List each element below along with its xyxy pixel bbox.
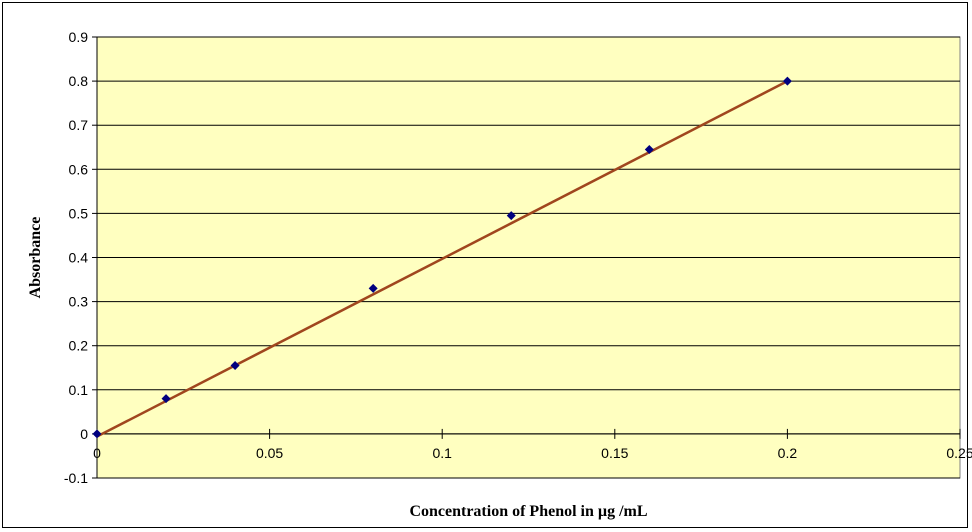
x-axis-label: Concentration of Phenol in µg /mL (409, 503, 647, 520)
data-point-3 (368, 283, 378, 293)
trendline (96, 79, 788, 438)
x-tick-label-2: 0.1 (432, 445, 452, 461)
y-tick-label-2: 0.1 (69, 382, 89, 398)
y-tick-label-7: 0.6 (69, 161, 89, 177)
data-point-6 (782, 76, 792, 86)
data-point-4 (506, 211, 516, 221)
y-axis-label: Absorbance (27, 217, 44, 299)
x-tick-label-4: 0.2 (778, 445, 798, 461)
y-tick-label-10: 0.9 (69, 29, 89, 45)
data-point-2 (230, 361, 240, 371)
trendline-group (96, 79, 788, 438)
y-tick-label-8: 0.7 (69, 117, 89, 133)
y-tick-label-5: 0.4 (69, 250, 89, 266)
data-point-1 (161, 394, 171, 404)
x-tick-label-5: 0.25 (946, 445, 972, 461)
x-tick-label-3: 0.15 (601, 445, 628, 461)
data-points (92, 76, 792, 439)
data-point-0 (92, 429, 102, 439)
tick-labels: -0.1 0 0.1 0.2 0.3 0.4 0.5 0.6 0.7 0.8 0.9 0 0.05 0.1… (64, 29, 972, 486)
x-tick-label-0: 0 (93, 445, 101, 461)
x-tick-label-1: 0.05 (256, 445, 283, 461)
y-tick-label-3: 0.2 (69, 338, 89, 354)
data-point-5 (644, 144, 654, 154)
y-tick-label-1: 0 (80, 426, 88, 442)
y-tick-label-0: -0.1 (64, 470, 88, 486)
y-tick-label-9: 0.8 (69, 73, 89, 89)
y-tick-label-4: 0.3 (69, 294, 89, 310)
y-tick-label-6: 0.5 (69, 205, 89, 221)
